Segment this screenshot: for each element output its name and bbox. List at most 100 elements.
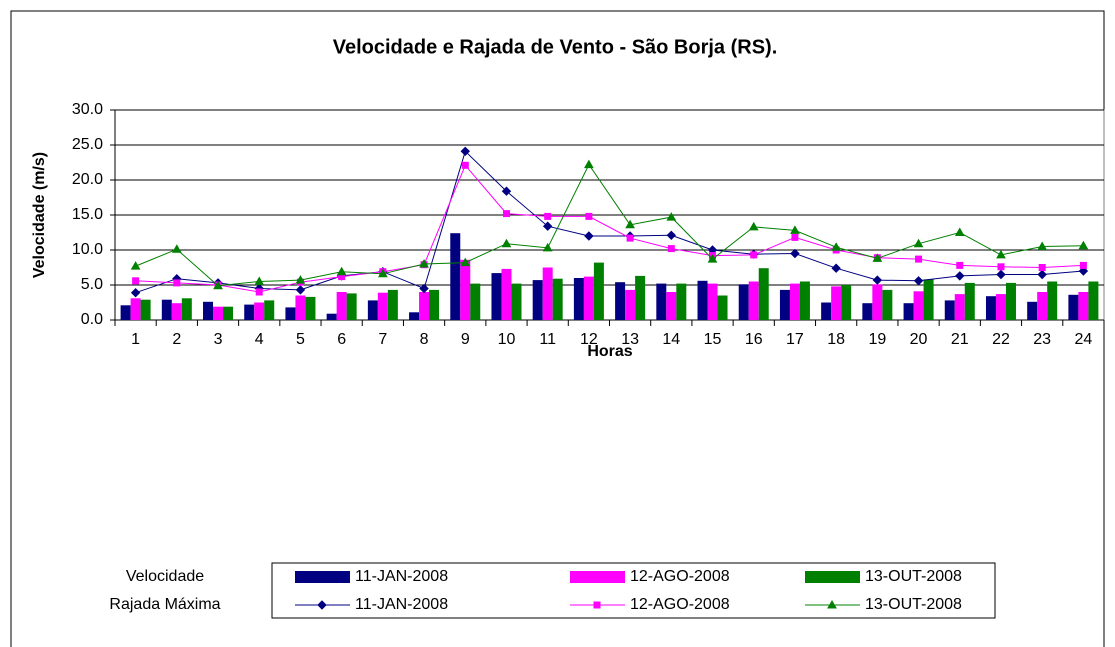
line-marker [502,210,510,218]
bar [181,298,192,320]
legend-group-label: Velocidade [126,568,204,585]
line-marker [542,242,553,252]
legend-marker [593,601,601,609]
y-tick-label: 5.0 [81,276,103,293]
legend-swatch [805,571,860,583]
line-marker [996,249,1006,259]
line-marker [915,255,923,263]
line-marker [542,221,553,231]
line-marker [956,261,964,269]
line-marker [1038,264,1046,271]
bar [666,292,677,320]
bar [821,302,832,320]
line-marker [872,275,883,285]
x-tick-label: 16 [745,331,763,348]
bar [903,303,914,320]
bar [285,307,296,320]
x-tick-label: 9 [461,331,470,348]
bar [625,289,636,320]
x-tick-label: 19 [868,331,886,348]
bar [491,273,502,320]
bar [717,295,728,320]
bar [254,302,265,320]
line-marker [748,221,759,231]
bar [203,301,214,320]
bar [409,312,420,320]
x-tick-label: 11 [539,331,556,348]
line-marker [913,276,924,286]
line-marker [1037,241,1048,250]
line-marker [997,263,1005,271]
bar [552,278,563,320]
legend-label: 12-AGO-2008 [630,568,730,585]
y-tick-label: 20.0 [72,171,103,188]
line-marker [130,261,141,270]
bar [882,289,893,320]
x-tick-label: 22 [992,331,1010,348]
line [135,150,1084,294]
bar [223,306,234,320]
legend-group-label: Rajada Máxima [109,596,220,613]
bar [913,291,924,320]
bar [460,259,471,320]
line-marker [790,225,800,234]
bar [697,280,708,320]
line-marker [295,275,306,284]
x-tick-label: 6 [337,331,346,348]
legend-marker [827,599,837,609]
bar [1047,281,1058,320]
y-tick-label: 10.0 [72,241,103,258]
x-tick-label: 2 [172,331,181,348]
y-tick-label: 15.0 [72,206,103,223]
bar [923,279,934,320]
bar [387,289,398,320]
bar [244,304,255,320]
line-marker [666,230,677,241]
bar [1027,301,1038,320]
x-tick-label: 5 [296,331,305,348]
line-marker [996,269,1006,280]
bar [615,282,626,320]
bar [1068,294,1079,320]
x-tick-label: 3 [214,331,223,348]
bar [985,296,996,320]
bar [944,300,955,320]
bar [295,295,306,320]
bar [336,292,347,320]
line-marker [501,186,512,196]
line-marker [171,244,182,253]
line [135,164,1084,293]
bar [964,282,975,320]
y-axis-label: Velocidade (m/s) [31,152,48,278]
bar [573,278,584,320]
bar [995,294,1006,320]
line-marker [666,212,677,221]
bar [954,294,965,320]
line-marker [913,238,924,248]
line-marker [1078,266,1089,276]
bar [429,289,440,320]
bar [583,276,594,320]
bar [676,283,687,320]
x-tick-label: 23 [1033,331,1051,348]
bar [707,283,718,320]
bar [470,283,481,320]
bar [841,285,852,320]
bar [1037,292,1048,320]
bar [872,284,883,320]
legend-label: 12-AGO-2008 [630,596,730,613]
line-marker [1037,269,1047,280]
line-marker [1079,261,1087,269]
bar [758,268,769,320]
legend-label: 11-JAN-2008 [355,596,448,613]
line-marker [954,227,965,236]
legend-label: 11-JAN-2008 [355,568,448,585]
chart-title: Velocidade e Rajada de Vento - São Borja… [333,36,778,58]
bar [326,313,337,320]
x-tick-label: 1 [131,331,140,348]
x-tick-label: 18 [827,331,845,348]
y-tick-label: 0.0 [81,311,103,328]
line-marker [750,251,758,259]
x-tick-label: 17 [786,331,804,348]
